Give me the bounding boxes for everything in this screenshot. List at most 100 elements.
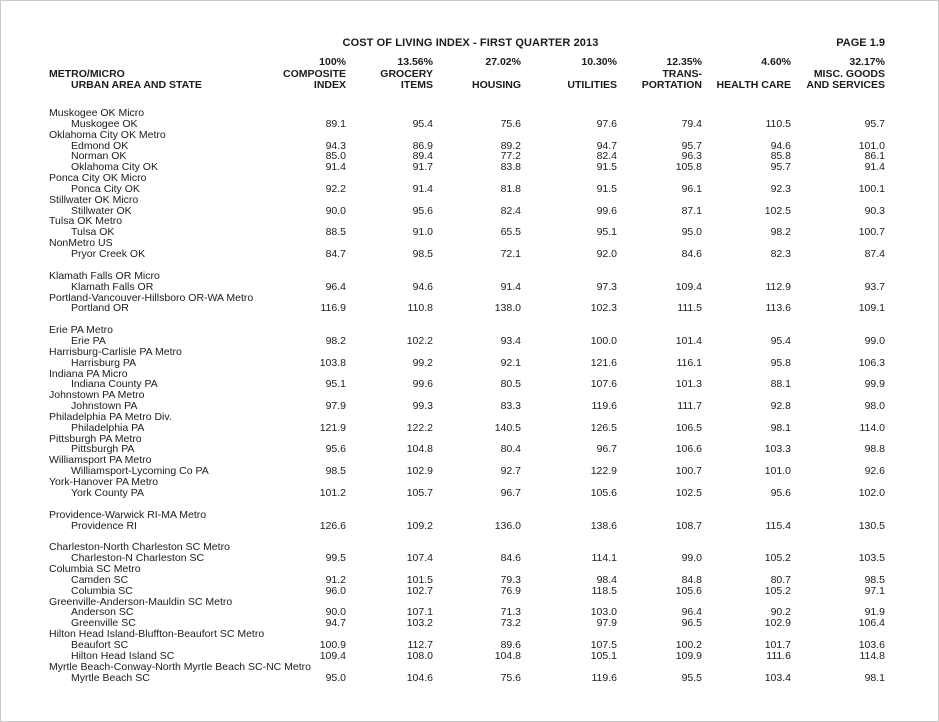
index-value: 88.1: [770, 378, 791, 391]
metro-group-row: Columbia SC Metro: [49, 564, 885, 575]
index-value: 99.6: [412, 378, 433, 391]
column-header-portation: 12.35% TRANS- PORTATION: [617, 56, 702, 92]
urban-area-label: Stillwater OK: [71, 204, 132, 217]
metro-group-row: Myrtle Beach-Conway-North Myrtle Beach S…: [49, 660, 885, 673]
index-value: 90.3: [864, 204, 885, 217]
urban-area-label: Erie PA: [71, 335, 106, 348]
urban-area-row: Edmond OK 94.3 86.9 89.2 94.7 95.7 94.6 101.0: [49, 139, 885, 152]
urban-area-row: Portland OR 116.9 110.8 138.0 102.3 111.5 113.…: [49, 303, 885, 314]
metro-group-row: Pittsburgh PA Metro: [49, 433, 885, 445]
index-value: 81.8: [500, 182, 521, 195]
urban-area-label: Harrisburg PA: [71, 356, 137, 369]
index-value: 90.0: [325, 204, 346, 217]
urban-area-row: York County PA 101.2 105.7 96.7 105.6 102.5 95…: [49, 486, 885, 499]
index-value: 91.4: [500, 280, 521, 293]
index-value: 94.6: [770, 139, 791, 152]
metro-group-label: Charleston-North Charleston SC Metro: [49, 541, 230, 554]
metro-group-label: Indiana PA Micro: [49, 367, 128, 380]
index-value: 105.2: [764, 552, 791, 565]
index-value: 84.6: [500, 552, 521, 565]
urban-area-label: Pittsburgh PA: [71, 443, 135, 456]
index-value: 82.3: [770, 247, 791, 260]
urban-area-label: Muskogee OK: [71, 117, 138, 130]
index-value: 71.3: [500, 606, 521, 619]
index-value: 92.6: [864, 465, 885, 478]
index-value: 98.1: [770, 421, 791, 434]
index-value: 109.2: [406, 519, 433, 532]
index-value: 96.4: [325, 280, 346, 293]
urban-area-label: Camden SC: [71, 573, 129, 586]
index-value: 105.7: [406, 486, 433, 499]
index-value: 101.5: [406, 573, 433, 586]
column-header-line: PORTATION: [641, 79, 702, 92]
index-value: 83.8: [500, 161, 521, 174]
urban-area-row: Norman OK 85.0 89.4 77.2 82.4 96.3 85.8 86.1: [49, 151, 885, 162]
urban-area-row: Hilton Head Island SC 109.4 108.0 104.8 105.…: [49, 649, 885, 662]
urban-area-row: Harrisburg PA 103.8 99.2 92.1 121.6 116.1 95.8…: [49, 356, 885, 369]
index-value: 106.5: [675, 421, 702, 434]
index-value: 92.3: [770, 182, 791, 195]
urban-area-row: Klamath Falls OR 96.4 94.6 91.4 97.3 109.4 112…: [49, 280, 885, 293]
index-value: 96.1: [681, 182, 702, 195]
page-number-label: PAGE 1.9: [836, 37, 885, 49]
index-value: 108.0: [406, 649, 433, 662]
index-value: 126.6: [319, 519, 346, 532]
index-value: 100.7: [675, 465, 702, 478]
column-header-line: 32.17%: [849, 56, 885, 68]
urban-area-label: Greenville SC: [71, 617, 136, 630]
index-value: 121.6: [590, 356, 617, 369]
index-value: 107.1: [406, 606, 433, 619]
index-value: 94.7: [325, 617, 346, 630]
urban-area-row: Stillwater OK 90.0 95.6 82.4 99.6 87.1 102.5 90…: [49, 204, 885, 217]
urban-area-label: Portland OR: [71, 302, 129, 315]
metro-group-row: Philadelphia PA Metro Div.: [49, 412, 885, 423]
metro-group-row: Williamsport PA Metro: [49, 455, 885, 466]
index-value: 100.0: [590, 335, 617, 348]
metro-group-label: Providence-Warwick RI-MA Metro: [49, 508, 207, 521]
index-value: 96.0: [325, 584, 346, 597]
index-value: 89.2: [500, 139, 521, 152]
index-value: 95.7: [770, 161, 791, 174]
index-value: 89.4: [412, 150, 433, 163]
urban-area-row: Anderson SC 90.0 107.1 71.3 103.0 96.4 90.2 91.…: [49, 607, 885, 618]
index-value: 102.0: [858, 486, 885, 499]
index-value: 101.0: [764, 465, 791, 478]
index-value: 96.3: [681, 150, 702, 163]
index-value: 95.7: [864, 117, 885, 130]
metro-group-label: Myrtle Beach-Conway-North Myrtle Beach S…: [49, 660, 311, 673]
index-value: 101.0: [858, 139, 885, 152]
index-value: 105.6: [675, 584, 702, 597]
index-value: 90.0: [325, 606, 346, 619]
index-value: 110.8: [407, 302, 434, 315]
metro-group-row: Stillwater OK Micro: [49, 193, 885, 206]
column-header-line: GROCERY: [380, 67, 433, 80]
metro-group-row: Harrisburg-Carlisle PA Metro: [49, 347, 885, 358]
metro-group-row: Oklahoma City OK Metro: [49, 128, 885, 141]
index-value: 105.8: [675, 161, 702, 174]
index-value: 83.3: [500, 400, 521, 413]
index-value: 90.2: [770, 606, 791, 619]
index-value: 65.5: [500, 226, 521, 239]
metro-group-label: Johnstown PA Metro: [49, 389, 145, 402]
index-value: 97.9: [596, 617, 617, 630]
index-value: 103.8: [319, 356, 346, 369]
index-value: 88.5: [325, 226, 346, 239]
index-value: 100.7: [858, 226, 885, 239]
metro-group-label: Klamath Falls OR Micro: [49, 269, 160, 282]
index-value: 100.2: [675, 638, 702, 651]
index-value: 98.2: [325, 335, 346, 348]
index-value: 101.7: [764, 638, 791, 651]
index-value: 140.5: [494, 421, 521, 434]
index-value: 118.5: [591, 584, 618, 597]
metro-group-label: Stillwater OK Micro: [49, 193, 139, 206]
index-value: 99.0: [864, 335, 885, 348]
index-value: 103.4: [764, 671, 791, 684]
table-column-headers: METRO/MICRO URBAN AREA AND STATE 100% COM…: [49, 56, 885, 92]
index-value: 99.0: [681, 552, 702, 565]
index-value: 138.0: [494, 302, 521, 315]
urban-area-label: Beaufort SC: [71, 638, 129, 651]
urban-area-label: Williamsport-Lycoming Co PA: [71, 465, 209, 478]
metro-group-label: Oklahoma City OK Metro: [49, 128, 166, 141]
column-header-line: MISC. GOODS: [813, 67, 885, 80]
index-value: 103.0: [590, 606, 617, 619]
